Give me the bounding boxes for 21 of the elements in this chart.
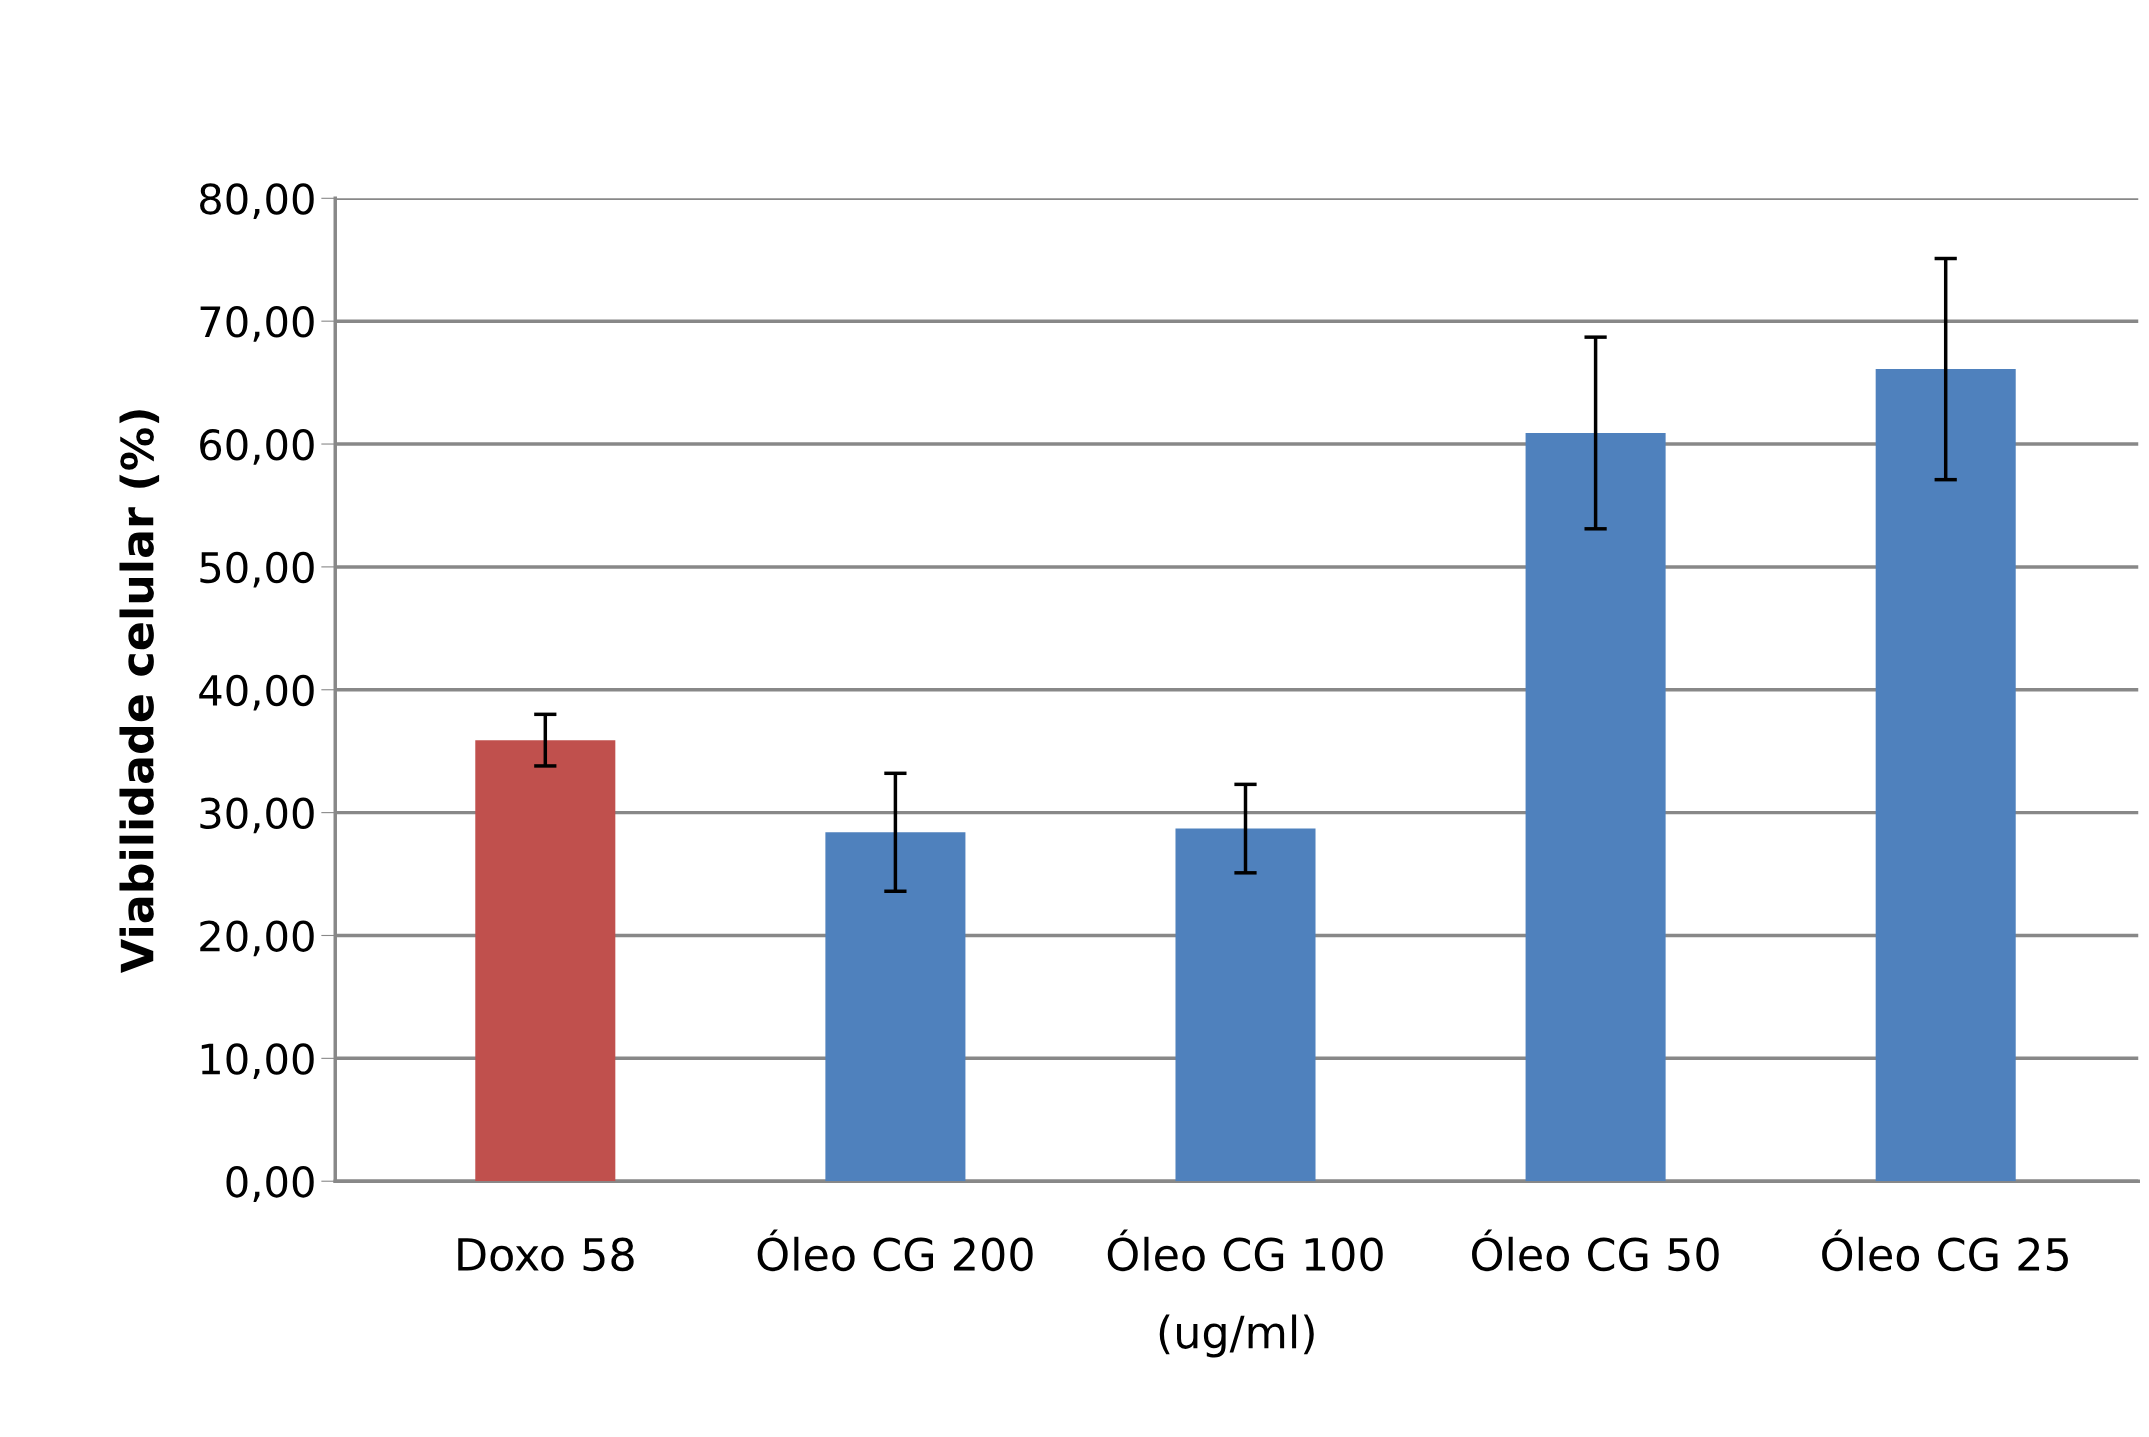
y-tick-label: 10,00 (201, 1043, 314, 1080)
x-tick-label: Doxo 58 (458, 1237, 634, 1272)
y-tick-label: 30,00 (200, 797, 314, 834)
y-tick-label: 20,00 (200, 920, 314, 957)
bar (1175, 828, 1316, 1182)
y-axis-title: Viabilidade celular (%) (119, 410, 160, 973)
bar (475, 740, 616, 1182)
x-axis-title: (ug/ml) (1159, 1314, 1314, 1358)
y-tick-label: 40,00 (199, 674, 314, 711)
y-tick-label: 80,00 (200, 183, 314, 219)
x-tick-label: Óleo CG 200 (757, 1229, 1033, 1272)
x-tick-label: Óleo CG 50 (1472, 1229, 1719, 1272)
bar (1875, 369, 2016, 1182)
y-tick-label: 50,00 (200, 551, 314, 588)
y-tick-label: 70,00 (200, 306, 314, 342)
bar (1525, 432, 1666, 1182)
x-tick-label: Óleo CG 100 (1107, 1229, 1383, 1272)
x-tick-label: Óleo CG 25 (1822, 1229, 2068, 1272)
y-tick-label: 60,00 (200, 428, 314, 465)
y-tick-label: 0,00 (226, 1166, 314, 1202)
bar (825, 832, 966, 1182)
